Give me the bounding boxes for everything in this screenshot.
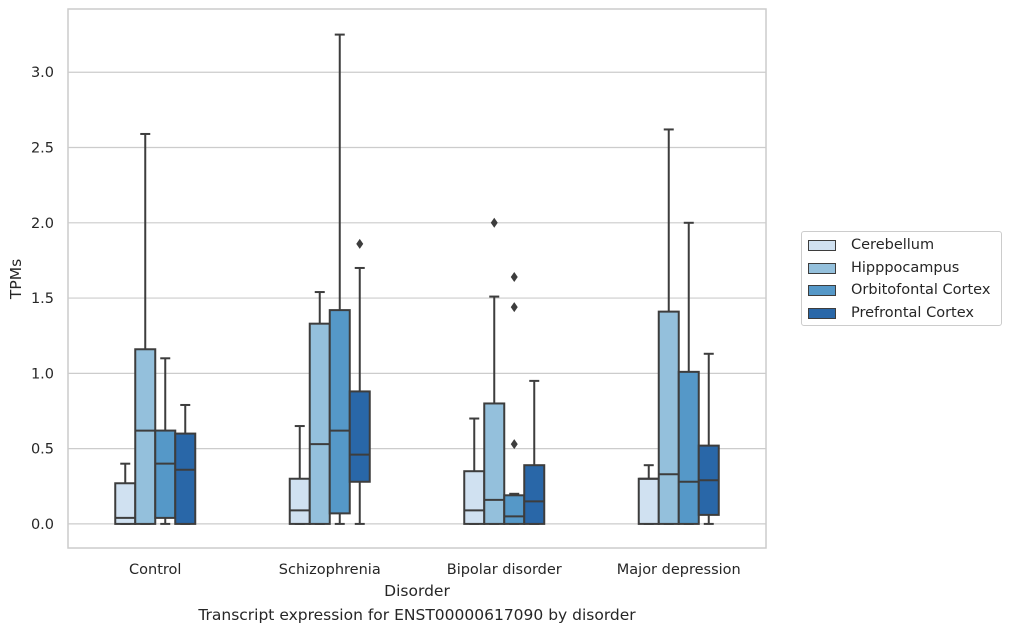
legend-label: Cerebellum [851,237,935,253]
box-1-2 [328,33,351,525]
box-body [174,432,197,525]
box-0-2 [154,357,177,525]
legend-label: Orbitofontal Cortex [851,282,991,298]
legend-label: Prefrontal Cortex [851,305,974,321]
box-body [328,309,351,515]
box-2-2 [503,271,526,525]
legend-item-hippocampus: Hipppocampus [808,259,959,277]
outlier-point [510,302,518,313]
outlier-point [356,238,364,249]
outlier-point [510,439,518,450]
y-tick-label: 2.0 [31,216,54,232]
y-tick-label: 0.5 [31,442,54,458]
box-body [154,429,177,519]
outlier-point [510,271,518,282]
legend-item-prefrontal-cortex: Prefrontal Cortex [808,304,974,322]
box-3-1 [657,128,680,525]
box-body [134,348,157,525]
box-body [523,464,546,525]
x-tick-label: Bipolar disorder [447,562,562,578]
box-body [677,370,700,525]
box-body [637,477,660,525]
figure-caption: Transcript expression for ENST0000061709… [198,606,636,624]
box-body [348,390,371,483]
box-body [483,402,506,525]
legend-swatch [808,307,836,319]
box-body [657,310,680,525]
box-0-0 [114,462,137,525]
y-tick-label: 0.0 [31,517,54,533]
x-tick-label: Control [129,562,181,578]
legend-item-cerebellum: Cerebellum [808,236,934,254]
box-1-0 [288,425,311,525]
box-3-3 [697,352,720,525]
box-0-1 [134,132,157,525]
x-axis-label: Disorder [384,582,450,600]
legend-item-orbitofrontal-cortex: Orbitofontal Cortex [808,281,990,299]
x-tick-label: Major depression [617,562,741,578]
x-tick-label: Schizophrenia [279,562,381,578]
box-body [288,477,311,525]
plot-frame [67,8,767,549]
outlier-point [490,217,498,228]
legend: Cerebellum Hipppocampus Orbitofontal Cor… [801,231,1002,326]
legend-swatch [808,239,836,251]
tick-labels: 0.0 0.5 1.0 1.5 2.0 2.5 3.0 Control Schizophreni… [31,65,741,578]
box-body [503,494,526,525]
y-tick-label: 1.0 [31,366,54,382]
box-0-3 [174,403,197,525]
legend-swatch [808,262,836,274]
box-2-1 [483,217,506,525]
legend-label: Hipppocampus [851,260,960,276]
box-body [463,470,486,525]
box-3-0 [637,464,660,525]
box-body [308,322,331,525]
box-2-0 [463,417,486,525]
legend-swatch [808,284,836,296]
y-tick-label: 1.5 [31,291,54,307]
box-1-3 [348,238,371,525]
boxes [114,33,720,525]
y-tick-label: 2.5 [31,141,54,157]
box-1-1 [308,291,331,525]
box-3-2 [677,221,700,525]
y-axis-label: TPMs [7,259,25,300]
y-tick-label: 3.0 [31,65,54,81]
box-2-3 [523,379,546,525]
